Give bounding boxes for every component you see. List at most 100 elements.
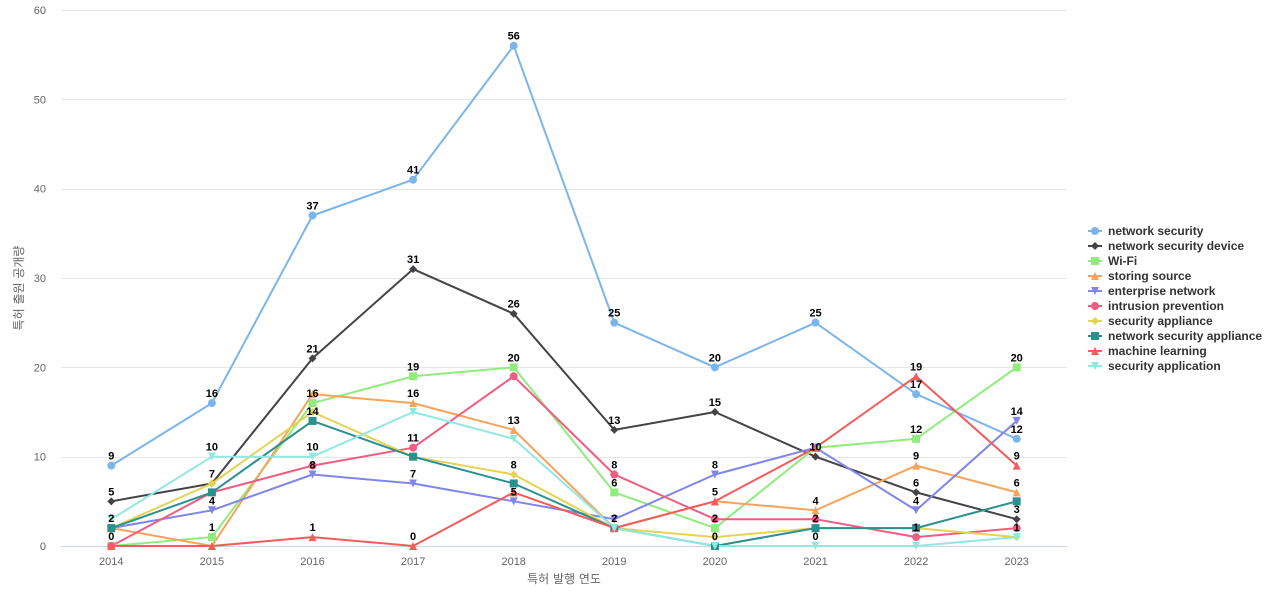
point-wi-fi-2017[interactable] — [409, 372, 418, 381]
point-enterprise-network-2017[interactable] — [409, 479, 418, 488]
legend-item-wi-fi[interactable]: Wi-Fi — [1088, 254, 1137, 268]
point-machine-learning-2015[interactable] — [207, 542, 216, 550]
point-network-security-device-2017[interactable] — [409, 265, 418, 274]
point-wi-fi-2020[interactable] — [710, 524, 719, 533]
point-network-security-2015[interactable] — [207, 399, 216, 408]
point-security-application-2014[interactable] — [107, 515, 116, 524]
point-security-application-2022[interactable] — [912, 542, 921, 550]
point-security-application-2020[interactable] — [710, 542, 719, 550]
point-network-security-2023[interactable] — [1012, 434, 1021, 443]
point-security-application-2019[interactable] — [610, 524, 619, 533]
point-wi-fi-2023[interactable] — [1012, 363, 1021, 372]
series-line-network-security-device[interactable] — [110, 268, 1018, 521]
point-wi-fi-2022[interactable] — [912, 434, 921, 443]
point-enterprise-network-2020[interactable] — [710, 470, 719, 479]
point-security-appliance-2018[interactable] — [509, 470, 518, 479]
point-network-security-appliance-2018[interactable] — [509, 479, 518, 488]
point-network-security-appliance-2022[interactable] — [912, 524, 921, 533]
point-network-security-device-2023[interactable] — [1012, 515, 1021, 524]
point-wi-fi-2018[interactable] — [509, 363, 518, 372]
point-machine-learning-2018[interactable] — [509, 488, 518, 497]
point-security-application-2016[interactable] — [308, 452, 317, 461]
legend-marker-security-appliance[interactable] — [1091, 317, 1099, 325]
point-network-security-appliance-2014[interactable] — [107, 524, 116, 533]
point-intrusion-prevention-2019[interactable] — [610, 470, 619, 479]
legend-marker-enterprise-network[interactable] — [1091, 287, 1099, 295]
point-machine-learning-2014[interactable] — [107, 542, 116, 550]
point-security-application-2015[interactable] — [207, 452, 216, 461]
point-machine-learning-2020[interactable] — [710, 497, 719, 506]
point-network-security-device-2019[interactable] — [610, 425, 619, 434]
point-wi-fi-2016[interactable] — [308, 399, 317, 408]
series-line-storing-source[interactable] — [110, 393, 1018, 547]
legend-item-security-appliance[interactable]: security appliance — [1088, 314, 1213, 328]
point-security-application-2017[interactable] — [409, 408, 418, 416]
point-intrusion-prevention-2016[interactable] — [308, 461, 317, 470]
point-intrusion-prevention-2023[interactable] — [1012, 524, 1021, 533]
point-machine-learning-2016[interactable] — [308, 533, 317, 542]
point-enterprise-network-2015[interactable] — [207, 506, 216, 515]
legend-marker-intrusion-prevention[interactable] — [1091, 302, 1099, 310]
legend-item-machine-learning[interactable]: machine learning — [1088, 344, 1207, 358]
point-security-application-2018[interactable] — [509, 434, 518, 443]
point-enterprise-network-2019[interactable] — [610, 515, 619, 524]
point-network-security-2014[interactable] — [107, 461, 116, 470]
point-wi-fi-2019[interactable] — [610, 488, 619, 497]
point-storing-source-2017[interactable] — [409, 399, 418, 408]
point-storing-source-2016[interactable] — [308, 390, 317, 399]
point-intrusion-prevention-2022[interactable] — [912, 533, 921, 542]
point-wi-fi-2015[interactable] — [207, 533, 216, 542]
point-network-security-device-2018[interactable] — [509, 309, 518, 318]
point-network-security-2019[interactable] — [610, 318, 619, 327]
point-network-security-appliance-2023[interactable] — [1012, 497, 1021, 506]
legend-marker-wi-fi[interactable] — [1091, 257, 1099, 265]
legend-item-storing-source[interactable]: storing source — [1088, 269, 1192, 283]
point-security-appliance-2015[interactable] — [207, 479, 216, 488]
point-network-security-device-2014[interactable] — [107, 497, 116, 506]
point-enterprise-network-2023[interactable] — [1012, 416, 1021, 425]
legend-item-network-security-device[interactable]: network security device — [1088, 239, 1244, 253]
point-network-security-appliance-2021[interactable] — [811, 524, 820, 533]
point-intrusion-prevention-2020[interactable] — [710, 515, 719, 524]
point-machine-learning-2021[interactable] — [811, 443, 820, 452]
point-enterprise-network-2018[interactable] — [509, 497, 518, 506]
legend-marker-network-security-device[interactable] — [1091, 242, 1099, 250]
point-network-security-2022[interactable] — [912, 390, 921, 399]
point-storing-source-2023[interactable] — [1012, 488, 1021, 497]
point-network-security-device-2020[interactable] — [710, 408, 719, 416]
series-line-network-security[interactable] — [110, 44, 1018, 467]
legend-item-enterprise-network[interactable]: enterprise network — [1088, 284, 1216, 298]
point-intrusion-prevention-2021[interactable] — [811, 515, 820, 524]
series-line-enterprise-network[interactable] — [110, 419, 1018, 530]
legend-item-intrusion-prevention[interactable]: intrusion prevention — [1088, 299, 1224, 313]
legend-item-network-security[interactable]: network security — [1088, 224, 1204, 238]
legend-marker-machine-learning[interactable] — [1091, 347, 1099, 355]
point-network-security-appliance-2015[interactable] — [207, 488, 216, 497]
point-network-security-device-2021[interactable] — [811, 452, 820, 461]
point-enterprise-network-2016[interactable] — [308, 470, 317, 479]
point-network-security-2017[interactable] — [409, 175, 418, 184]
legend-marker-storing-source[interactable] — [1091, 272, 1099, 280]
legend-marker-security-application[interactable] — [1091, 362, 1099, 370]
point-storing-source-2021[interactable] — [811, 506, 820, 515]
point-network-security-2020[interactable] — [710, 363, 719, 372]
point-network-security-appliance-2017[interactable] — [409, 452, 418, 461]
point-network-security-2021[interactable] — [811, 318, 820, 327]
series-line-security-application[interactable] — [110, 411, 1018, 547]
legend-item-security-application[interactable]: security application — [1088, 359, 1221, 373]
point-network-security-2016[interactable] — [308, 211, 317, 220]
point-network-security-device-2016[interactable] — [308, 354, 317, 363]
point-machine-learning-2017[interactable] — [409, 542, 418, 550]
point-network-security-appliance-2016[interactable] — [308, 416, 317, 425]
point-intrusion-prevention-2017[interactable] — [409, 443, 418, 452]
point-security-appliance-2020[interactable] — [710, 533, 719, 542]
point-storing-source-2022[interactable] — [912, 461, 921, 470]
point-security-appliance-2016[interactable] — [308, 408, 317, 416]
point-machine-learning-2023[interactable] — [1012, 461, 1021, 470]
point-storing-source-2018[interactable] — [509, 425, 518, 434]
point-security-application-2021[interactable] — [811, 542, 820, 550]
point-enterprise-network-2022[interactable] — [912, 506, 921, 515]
legend-marker-network-security[interactable] — [1091, 227, 1099, 235]
point-intrusion-prevention-2018[interactable] — [509, 372, 518, 381]
